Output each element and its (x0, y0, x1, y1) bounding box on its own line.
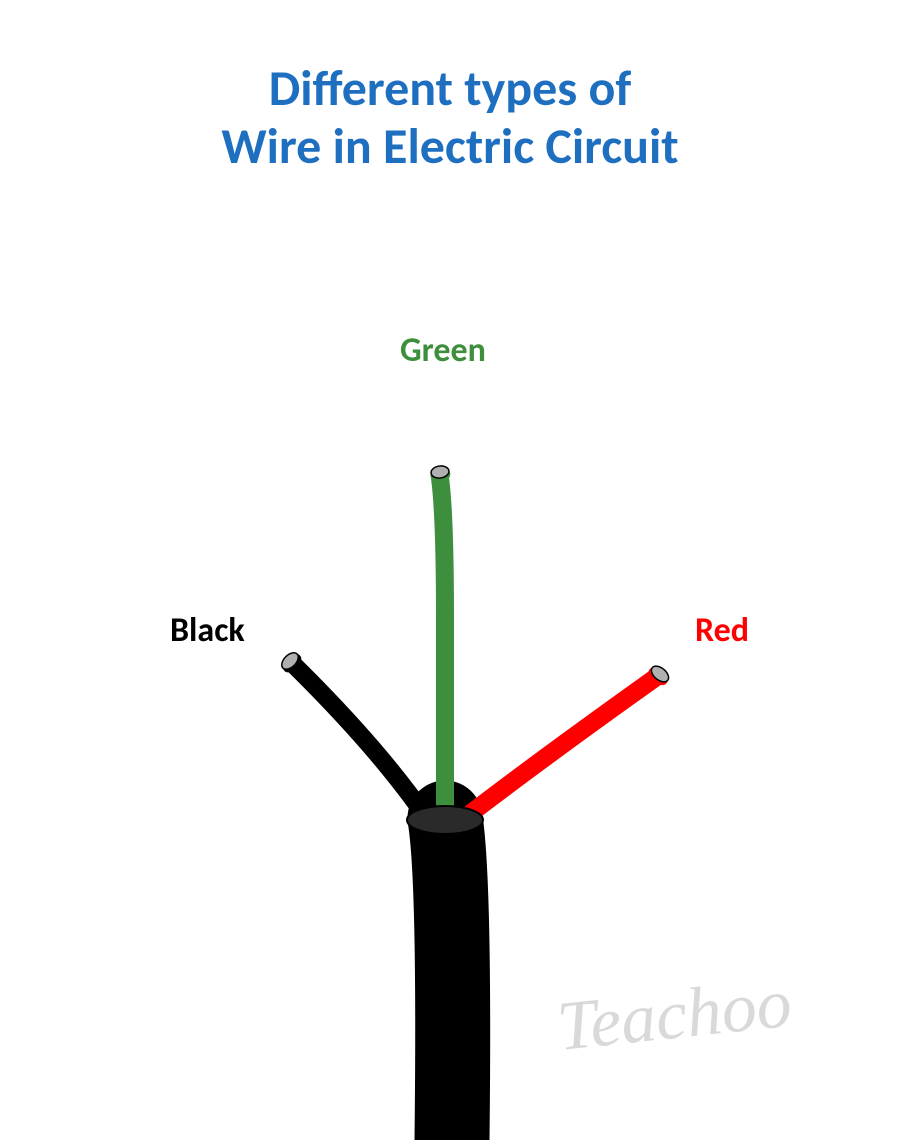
cable-top-cut (407, 806, 483, 834)
label-black: Black (170, 610, 245, 651)
label-red: Red (695, 610, 749, 651)
wire-diagram: Teachoo (0, 60, 900, 1140)
label-green: Green (400, 330, 486, 371)
watermark-text: Teachoo (554, 965, 795, 1066)
wire-green (440, 478, 445, 820)
cable-jacket (445, 818, 453, 1140)
wire-red (462, 678, 655, 820)
wire-black (295, 666, 428, 820)
